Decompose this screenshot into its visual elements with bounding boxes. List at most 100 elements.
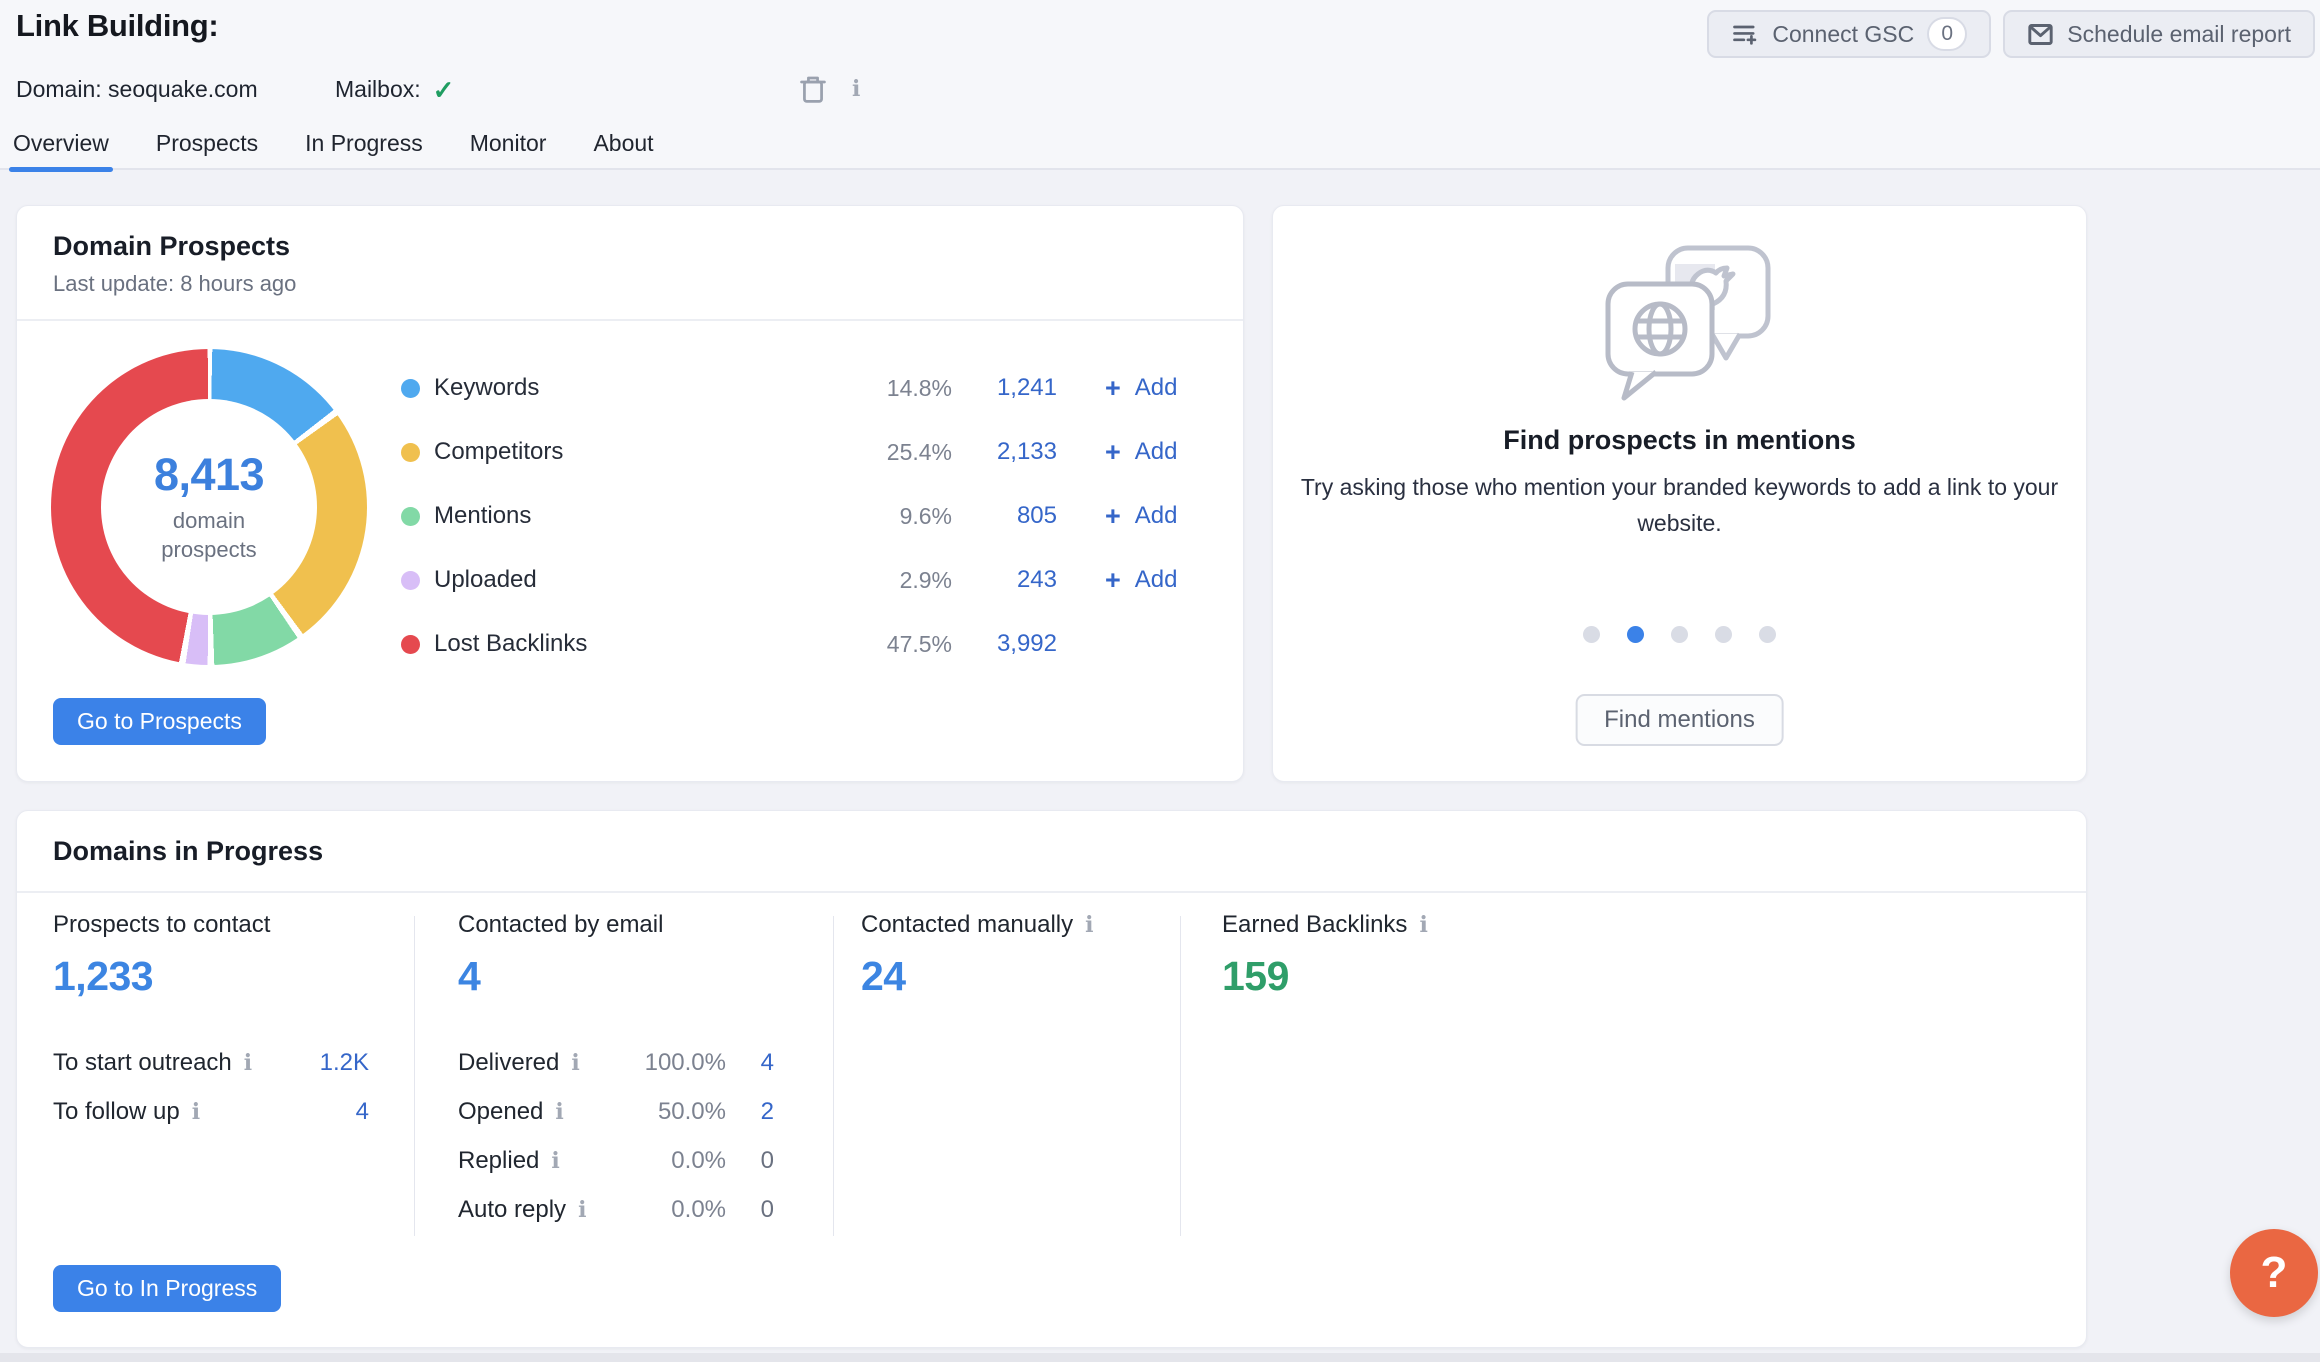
column-divider bbox=[833, 916, 834, 1236]
schedule-email-report-label: Schedule email report bbox=[2067, 20, 2291, 47]
last-update-text: Last update: 8 hours ago bbox=[53, 271, 297, 296]
uploaded-dot-icon bbox=[401, 570, 420, 590]
card-header-divider bbox=[17, 319, 1243, 321]
mentions-dot-icon bbox=[401, 506, 420, 526]
tab-bar: Overview Prospects In Progress Monitor A… bbox=[9, 130, 654, 172]
prospects-to-contact-value: 1,233 bbox=[53, 953, 154, 999]
page-bottom-edge bbox=[0, 1353, 2320, 1362]
legend-label: Keywords bbox=[434, 374, 540, 401]
mailbox-status: Mailbox: ✓ bbox=[335, 76, 454, 103]
row-label: Replied bbox=[458, 1146, 540, 1174]
carousel-dot[interactable] bbox=[1759, 626, 1776, 643]
info-icon[interactable]: i bbox=[1085, 912, 1094, 938]
info-icon[interactable]: i bbox=[852, 76, 861, 102]
legend-count-link[interactable]: 3,992 bbox=[996, 630, 1057, 657]
legend-percent: 9.6% bbox=[899, 502, 952, 529]
legend-row-competitors: Competitors 25.4% 2,133 + Add bbox=[401, 420, 1207, 484]
connect-gsc-button[interactable]: Connect GSC 0 bbox=[1707, 10, 1992, 58]
column-label: Contacted manually bbox=[861, 911, 1074, 938]
legend-label: Lost Backlinks bbox=[434, 630, 588, 657]
column-label: Contacted by email bbox=[458, 911, 664, 938]
donut-total-caption: domain prospects bbox=[161, 508, 257, 562]
add-competitors-button[interactable]: + Add bbox=[1105, 436, 1178, 467]
opened-count-link[interactable]: 2 bbox=[760, 1097, 774, 1125]
legend-row-uploaded: Uploaded 2.9% 243 + Add bbox=[401, 548, 1207, 612]
plus-icon: + bbox=[1105, 564, 1121, 595]
add-mentions-button[interactable]: + Add bbox=[1105, 500, 1178, 531]
competitors-dot-icon bbox=[401, 442, 420, 462]
delivered-row: Delivered i 100.0% 4 bbox=[458, 1038, 774, 1087]
row-label: To follow up bbox=[53, 1097, 180, 1125]
domains-in-progress-title: Domains in Progress bbox=[53, 836, 324, 866]
info-icon[interactable]: i bbox=[555, 1098, 564, 1125]
tab-about[interactable]: About bbox=[593, 130, 654, 156]
donut-legend: Keywords 14.8% 1,241 + Add Competitors 25… bbox=[401, 356, 1207, 676]
lost-backlinks-dot-icon bbox=[401, 634, 420, 654]
info-icon[interactable]: i bbox=[243, 1049, 253, 1076]
tab-in-progress[interactable]: In Progress bbox=[305, 130, 423, 156]
go-to-prospects-button[interactable]: Go to Prospects bbox=[53, 698, 266, 745]
legend-label: Mentions bbox=[434, 502, 532, 529]
carousel-dot[interactable] bbox=[1715, 626, 1732, 643]
donut-total-value: 8,413 bbox=[153, 449, 265, 501]
to-start-outreach-count-link[interactable]: 1.2K bbox=[319, 1048, 369, 1076]
carousel-dot[interactable] bbox=[1627, 626, 1644, 643]
carousel-dot[interactable] bbox=[1583, 626, 1600, 643]
check-icon: ✓ bbox=[432, 74, 455, 105]
schedule-email-report-button[interactable]: Schedule email report bbox=[2003, 10, 2315, 58]
legend-percent: 14.8% bbox=[886, 374, 952, 401]
earned-backlinks-column: Earned Backlinks i 159 bbox=[1222, 911, 1622, 1000]
domain-label: Domain: seoquake.com bbox=[16, 76, 258, 102]
legend-row-keywords: Keywords 14.8% 1,241 + Add bbox=[401, 356, 1207, 420]
legend-count-link[interactable]: 805 bbox=[1016, 502, 1057, 529]
legend-count-link[interactable]: 243 bbox=[1016, 566, 1057, 593]
legend-row-mentions: Mentions 9.6% 805 + Add bbox=[401, 484, 1207, 548]
info-icon[interactable]: i bbox=[578, 1196, 587, 1223]
contacted-manually-value: 24 bbox=[861, 953, 906, 999]
plus-icon: + bbox=[1105, 372, 1121, 403]
contacted-by-email-value: 4 bbox=[458, 953, 481, 999]
trash-icon[interactable] bbox=[798, 74, 828, 106]
donut-center: 8,413 domain prospects bbox=[51, 349, 367, 665]
legend-percent: 25.4% bbox=[886, 438, 952, 465]
domain-prospects-donut-chart: 8,413 domain prospects bbox=[51, 349, 367, 665]
earned-backlinks-value: 159 bbox=[1222, 953, 1289, 999]
auto-reply-percent: 0.0% bbox=[671, 1195, 726, 1223]
to-start-outreach-row: To start outreach i 1.2K bbox=[53, 1038, 369, 1087]
gsc-count-badge: 0 bbox=[1927, 17, 1968, 51]
column-divider bbox=[1180, 916, 1181, 1236]
opened-percent: 50.0% bbox=[657, 1097, 726, 1125]
legend-row-lost-backlinks: Lost Backlinks 47.5% 3,992 +Add bbox=[401, 612, 1207, 676]
plus-icon: + bbox=[1105, 436, 1121, 467]
tab-monitor[interactable]: Monitor bbox=[469, 130, 547, 156]
column-divider bbox=[414, 916, 415, 1236]
tab-prospects[interactable]: Prospects bbox=[155, 130, 259, 156]
row-label: To start outreach bbox=[53, 1048, 232, 1076]
delivered-count-link[interactable]: 4 bbox=[760, 1048, 774, 1076]
replied-count: 0 bbox=[760, 1146, 774, 1174]
legend-count-link[interactable]: 1,241 bbox=[996, 374, 1057, 401]
legend-percent: 47.5% bbox=[886, 630, 952, 657]
go-to-in-progress-button[interactable]: Go to In Progress bbox=[53, 1265, 282, 1312]
mentions-card-body: Try asking those who mention your brande… bbox=[1300, 474, 2059, 536]
info-icon[interactable]: i bbox=[551, 1147, 560, 1174]
legend-percent: 2.9% bbox=[899, 566, 952, 593]
info-icon[interactable]: i bbox=[571, 1049, 580, 1076]
top-bar: Link Building: Domain: seoquake.com Mail… bbox=[0, 0, 2320, 172]
add-keywords-button[interactable]: + Add bbox=[1105, 372, 1178, 403]
info-icon[interactable]: i bbox=[191, 1098, 201, 1125]
legend-count-link[interactable]: 2,133 bbox=[996, 438, 1057, 465]
to-follow-up-count-link[interactable]: 4 bbox=[355, 1097, 369, 1125]
carousel-dot[interactable] bbox=[1671, 626, 1688, 643]
plus-icon: + bbox=[1105, 500, 1121, 531]
to-follow-up-row: To follow up i 4 bbox=[53, 1087, 369, 1136]
row-label: Opened bbox=[458, 1097, 544, 1125]
info-icon[interactable]: i bbox=[1419, 912, 1428, 938]
add-uploaded-button[interactable]: + Add bbox=[1105, 564, 1178, 595]
tab-overview[interactable]: Overview bbox=[9, 130, 113, 172]
find-mentions-button[interactable]: Find mentions bbox=[1575, 694, 1784, 746]
help-button[interactable]: ? bbox=[2230, 1229, 2318, 1317]
find-prospects-in-mentions-card: Find prospects in mentions Try asking th… bbox=[1272, 205, 2087, 782]
contacted-by-email-column: Contacted by email 4 Delivered i 100.0% … bbox=[458, 911, 788, 1234]
prospects-to-contact-column: Prospects to contact 1,233 To start outr… bbox=[53, 911, 383, 1136]
